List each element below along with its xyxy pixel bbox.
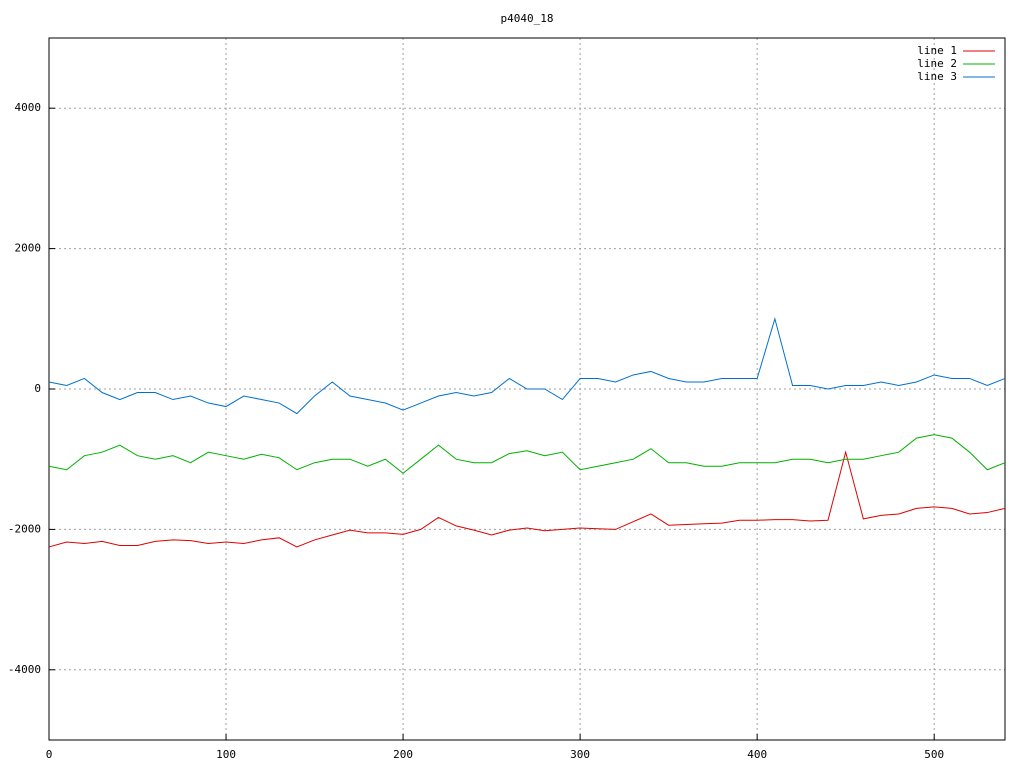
x-tick-label: 100 [216,748,236,761]
series-line [48,450,1006,548]
x-tick-label: 400 [747,748,767,761]
y-tick-label: -4000 [8,663,41,676]
legend-label: line 1 [917,44,957,57]
plot-frame [48,37,1006,741]
series-line [48,316,1006,415]
chart-title: p4040_18 [501,12,554,25]
y-tick-label: 0 [34,382,41,395]
x-tick-label: 500 [924,748,944,761]
legend-label: line 3 [917,70,957,83]
series-line [48,434,1006,474]
x-tick-label: 300 [570,748,590,761]
y-tick-label: -2000 [8,522,41,535]
y-tick-label: 4000 [15,101,42,114]
x-tick-label: 200 [393,748,413,761]
x-tick-label: 0 [46,748,53,761]
legend-label: line 2 [917,57,957,70]
y-tick-label: 2000 [15,242,42,255]
